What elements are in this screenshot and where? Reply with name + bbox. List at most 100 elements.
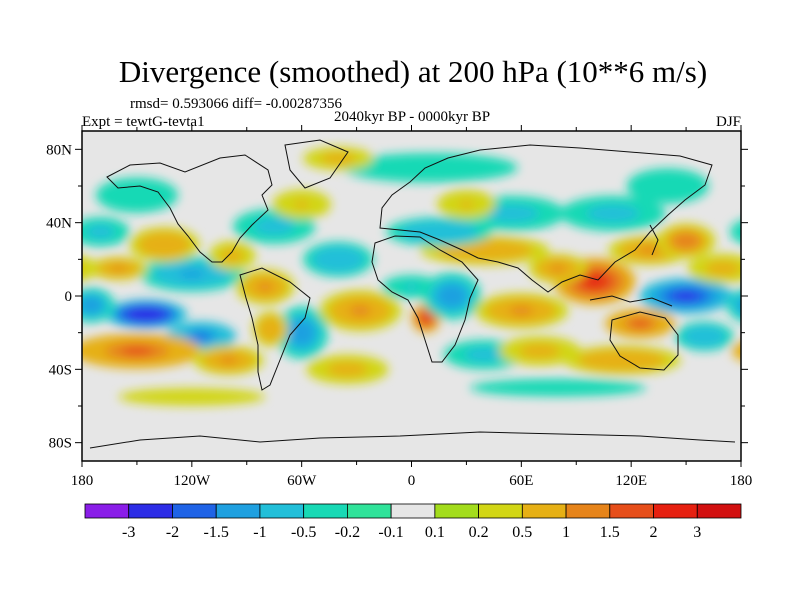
field-anomaly-0-level-3: [135, 310, 157, 319]
field-anomaly-40-level-3: [173, 394, 211, 400]
field-anomaly-23-level-3: [474, 350, 496, 359]
colorbar-label: -0.5: [291, 524, 316, 541]
field-anomaly-41-level-3: [294, 200, 309, 209]
coastline-africa: [371, 235, 479, 363]
colorbar-label: 0.2: [469, 524, 489, 541]
chart-title: Divergence (smoothed) at 200 hPa (10**6 …: [119, 54, 707, 89]
colorbar-label: -2: [166, 524, 179, 541]
colorbar-swatch: [521, 503, 567, 519]
colorbar-swatch: [84, 503, 130, 519]
coastline-australia: [609, 311, 679, 371]
colorbar-swatch: [565, 503, 611, 519]
field-anomaly-11-level-3: [295, 326, 309, 340]
colorbar-label: 1: [562, 524, 570, 541]
coastline-eurasia: [379, 144, 713, 293]
colorbar-swatch: [215, 503, 261, 519]
field-anomaly-20-level-3: [425, 228, 453, 236]
colorbar-swatch: [653, 503, 698, 519]
field-anomaly-34-level-3: [713, 264, 732, 273]
x-tick-label: 180: [71, 473, 94, 489]
field-anomaly-6-level-2-wrap: [764, 342, 800, 360]
y-tick-label: 40N: [46, 216, 72, 232]
colorbar-label: -1: [253, 524, 266, 541]
colorbar-swatch: [128, 503, 173, 519]
field-anomaly-22-level-3: [509, 306, 534, 316]
colorbar-swatch: [434, 503, 479, 519]
field-anomaly-15-level-3: [337, 365, 358, 374]
field-anomaly-6-level-1-wrap: [748, 338, 800, 364]
season-label: DJF: [716, 114, 741, 130]
colorbar-label: -1.5: [204, 524, 229, 541]
field-anomaly-3-level-2-wrap: [738, 299, 741, 311]
field-anomaly-6-level-3: [120, 346, 154, 356]
field-anomaly-7-level-3: [219, 356, 238, 364]
field-anomaly-34-level-0-wrap: [82, 255, 99, 282]
experiment-label: Expt = tewtG-tevta1: [82, 114, 205, 130]
y-tick-label: 80S: [49, 436, 72, 452]
field-anomaly-6-level-0-wrap: [731, 341, 741, 361]
colorbar-label: -0.2: [335, 524, 360, 541]
y-tick-label: 40S: [49, 362, 72, 378]
field-anomaly-25-level-3: [498, 209, 526, 218]
field-anomaly-34-level-3-wrap: [55, 265, 73, 272]
divergence-field: [46, 146, 800, 406]
colorbar-label: 2: [650, 524, 658, 541]
y-tick-label: 0: [65, 289, 73, 305]
field-anomaly-16-level-3: [404, 283, 419, 290]
field-anomaly-34-level-1-wrap: [82, 260, 91, 277]
x-tick-label: 60E: [509, 473, 533, 489]
x-tick-label: 60W: [287, 473, 317, 489]
field-anomaly-43-level-0-wrap: [730, 220, 741, 244]
colorbar-swatch: [346, 503, 392, 519]
field-anomaly-1-level-3: [192, 332, 210, 341]
colorbar-swatch: [696, 503, 742, 519]
field-anomaly-43-level-3-wrap: [752, 228, 767, 235]
colorbar-label: -0.1: [378, 524, 403, 541]
field-anomaly-28-level-3: [639, 246, 660, 254]
x-tick-label: 0: [408, 473, 416, 489]
field-anomaly-37-level-3: [126, 190, 148, 200]
colorbar-label: 1.5: [600, 524, 620, 541]
field-anomaly-30-level-3: [599, 209, 627, 218]
field-anomaly-39-level-3: [535, 385, 580, 390]
coastline-indonesia: [589, 295, 673, 307]
field-anomaly-29-level-3: [678, 236, 694, 246]
field-anomaly-5-level-3: [111, 265, 126, 272]
colorbar-swatch: [390, 503, 436, 519]
field-anomaly-32-level-3: [631, 319, 650, 328]
field-anomaly-17-level-3: [422, 314, 430, 322]
colorbar-label: 0.5: [512, 524, 532, 541]
field-anomaly-12-level-3: [266, 324, 275, 334]
colorbar-swatch: [609, 503, 654, 519]
field-anomaly-43-level-2-wrap: [745, 225, 774, 240]
axis-ticks: 180 120W 60W 0 60E 120E 180 80N 40N 0 40S 80S: [46, 125, 752, 489]
colorbar-label: 3: [693, 524, 701, 541]
field-anomaly-8-level-3: [257, 282, 273, 292]
coastline-japan: [649, 224, 659, 256]
coastline-antarctica: [89, 431, 736, 449]
colorbar-label: 0.1: [425, 524, 445, 541]
field-anomaly-10-level-3: [263, 221, 285, 231]
field-anomaly-34-level-2-wrap: [46, 261, 81, 276]
field-anomaly-31-level-3: [674, 291, 698, 301]
field-anomaly-3-level-3: [85, 300, 98, 310]
colorbar-swatch: [259, 503, 305, 519]
coastline-greenland: [284, 139, 349, 189]
field-anomaly-19-level-3: [468, 246, 501, 254]
field-anomaly-36-level-3: [657, 181, 679, 191]
field-anomaly-43-level-1-wrap: [737, 225, 741, 238]
colorbar-swatch: [478, 503, 523, 519]
field-anomaly-24-level-3: [529, 347, 550, 355]
colorbar: -3 -2 -1.5 -1 -0.5 -0.2 -0.1 0.1 0.2 0.5 1 1.5 2 3: [84, 503, 742, 541]
field-anomaly-13-level-3: [329, 254, 348, 264]
field-anomaly-33-level-3: [697, 332, 712, 341]
field-anomaly-4-level-3: [155, 240, 174, 250]
coastlines: [89, 139, 736, 449]
x-tick-label: 120E: [615, 473, 647, 489]
field-anomaly-9-level-3: [226, 251, 239, 260]
field-anomaly-2-level-3: [178, 269, 206, 279]
colorbar-swatch: [172, 503, 217, 519]
field-anomaly-27-level-3: [550, 264, 566, 273]
colorbar-swatch: [303, 503, 348, 519]
